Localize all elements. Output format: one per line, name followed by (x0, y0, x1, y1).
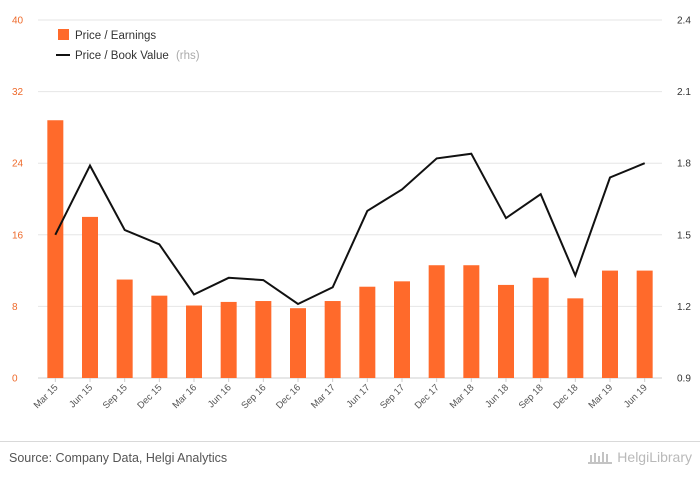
y-left-tick-label: 16 (12, 230, 24, 241)
bar-pe (394, 281, 410, 378)
bar-pe (602, 270, 618, 378)
bar-pe (151, 295, 168, 378)
x-tick-label: Mar 15 (32, 382, 61, 411)
y-left-tick-label: 0 (12, 374, 18, 385)
y-right-tick-label: 1.8 (677, 159, 691, 170)
bar-pe (290, 308, 306, 378)
bar-pe (463, 265, 480, 378)
y-right-tick-label: 1.5 (677, 230, 691, 241)
x-tick-label: Jun 18 (483, 382, 511, 410)
bar-pe (47, 120, 64, 379)
x-axis: Mar 15 Jun 15 Sep 15 Dec 15 Mar 16 Jun 16 Sep … (32, 378, 650, 411)
svg-text:Price / Book Value (rhs): Price / Book Value (rhs) (75, 50, 200, 62)
footer: Source: Company Data, Helgi Analytics He… (0, 441, 700, 483)
y-left-tick-label: 24 (12, 159, 24, 170)
gridlines (38, 19, 662, 379)
footer-divider (0, 441, 700, 442)
legend-label-pbv: Price / Book Value (75, 50, 169, 62)
y-right-tick-label: 2.1 (677, 87, 691, 98)
bar-pe (532, 277, 549, 378)
x-tick-label: Dec 15 (135, 382, 164, 411)
left-axis: 0 8 16 24 32 40 (12, 16, 24, 385)
x-tick-label: Sep 18 (517, 382, 546, 411)
bar-pe (359, 286, 376, 378)
y-left-tick-label: 32 (12, 87, 24, 98)
x-tick-label: Mar 16 (170, 382, 199, 411)
bar-pe (498, 284, 514, 378)
bar-pe (255, 301, 272, 378)
bar-pe (567, 298, 584, 378)
legend-label-pe: Price / Earnings (75, 30, 156, 42)
x-tick-label: Mar 17 (309, 382, 338, 411)
bar-pe (220, 301, 237, 378)
line-series (54, 152, 646, 306)
x-tick-label: Dec 17 (413, 382, 442, 411)
bar-pe (636, 270, 653, 378)
y-right-tick-label: 1.2 (677, 302, 691, 313)
x-tick-label: Jun 16 (206, 382, 234, 410)
x-tick-label: Dec 16 (274, 382, 303, 411)
x-tick-label: Sep 17 (378, 382, 407, 411)
y-left-tick-label: 40 (12, 16, 24, 27)
y-right-tick-label: 2.4 (677, 16, 691, 27)
bar-pe (82, 216, 98, 378)
x-tick-label: Dec 18 (551, 382, 580, 411)
source-text: Source: Company Data, Helgi Analytics (9, 451, 228, 465)
legend-swatch-pe (58, 29, 69, 40)
legend: Price / Earnings Price / Book Value (rhs… (56, 29, 200, 62)
x-tick-label: Mar 18 (448, 382, 477, 411)
y-right-tick-label: 0.9 (677, 374, 691, 385)
bar-pe (428, 265, 445, 378)
legend-rhs-note: (rhs) (176, 50, 200, 62)
x-tick-label: Jun 17 (345, 382, 373, 410)
brand-logo[interactable]: HelgiLibrary (587, 449, 692, 465)
bar-pe (324, 301, 341, 378)
x-tick-label: Sep 15 (101, 382, 130, 411)
x-tick-label: Jun 15 (67, 382, 95, 410)
x-tick-label: Mar 19 (586, 382, 615, 411)
right-axis: 0.9 1.2 1.5 1.8 2.1 2.4 (677, 16, 691, 385)
library-icon (588, 452, 613, 464)
x-tick-label: Sep 16 (239, 382, 268, 411)
brand-name: HelgiLibrary (617, 449, 692, 465)
x-tick-label: Jun 19 (622, 382, 650, 410)
bar-pe (116, 279, 133, 378)
bar-pe (186, 305, 202, 378)
bar-series (47, 120, 653, 379)
y-left-tick-label: 8 (12, 302, 18, 313)
line-pbv (54, 152, 646, 306)
